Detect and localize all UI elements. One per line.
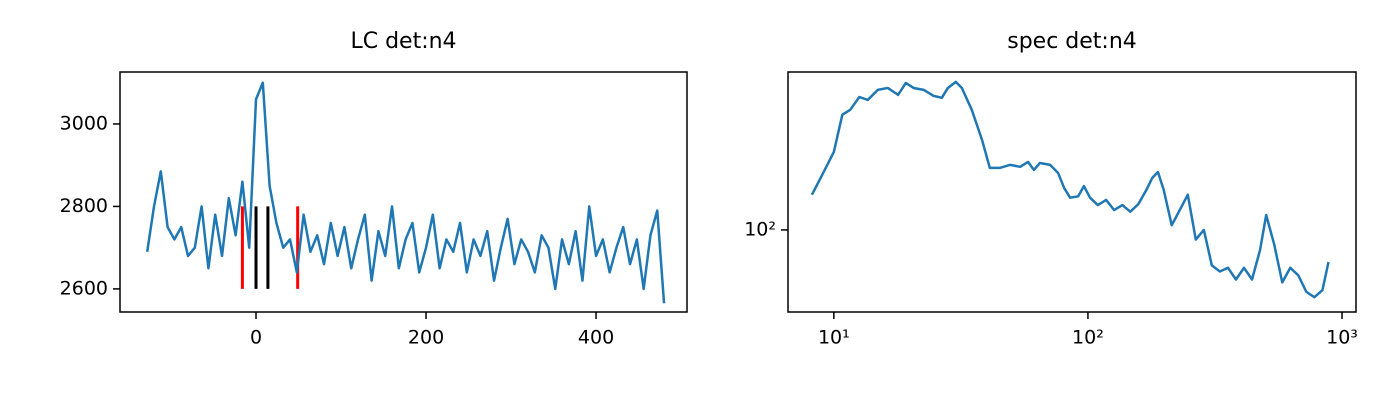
x-tick-label: 400	[578, 327, 614, 349]
y-tick-label: 10²	[744, 218, 776, 240]
x-tick-label: 0	[250, 327, 262, 349]
axes-frame	[787, 71, 1357, 313]
data-line	[810, 80, 1330, 299]
x-tick-label: 10³	[1326, 327, 1358, 349]
y-tick-label: 2600	[60, 277, 108, 299]
axes-frame	[119, 71, 688, 313]
x-tick-label: 10²	[1072, 327, 1104, 349]
x-tick-label: 10¹	[818, 327, 850, 349]
y-tick-label: 2800	[60, 195, 108, 217]
data-line	[145, 81, 666, 304]
y-tick-label: 3000	[60, 112, 108, 134]
chart-title: LC det:n4	[350, 29, 456, 54]
chart-title: spec det:n4	[1007, 29, 1137, 54]
x-tick-label: 200	[408, 327, 444, 349]
